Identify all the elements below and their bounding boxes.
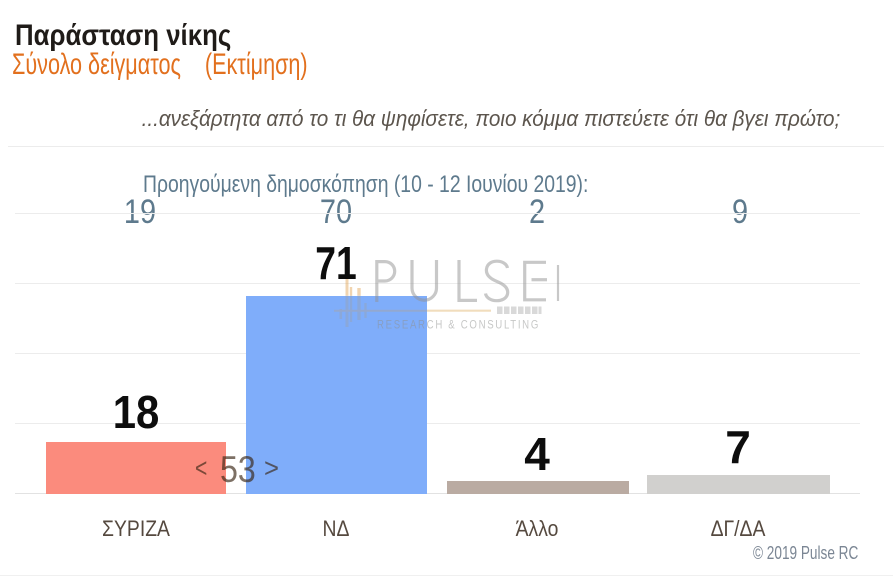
svg-text:RESEARCH & CONSULTING: RESEARCH & CONSULTING <box>377 320 540 332</box>
